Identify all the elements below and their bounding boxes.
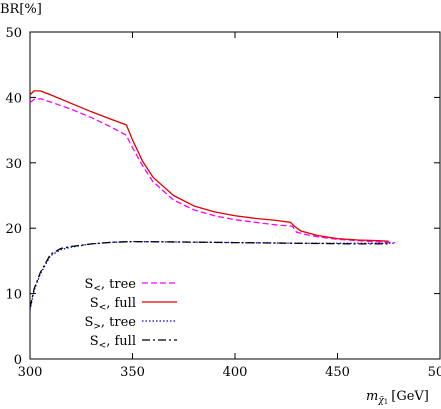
legend-label-2: S>, tree [84,315,136,332]
axis-tick-labels: 300 350 400 450 500 0 10 20 30 40 50 [5,26,441,380]
x-tick-label: 350 [120,365,145,380]
x-tick-label: 300 [18,365,43,380]
legend-label-rest: , full [106,296,136,311]
y-tick-label: 10 [5,288,22,303]
x-tick-label: 400 [223,365,248,380]
legend-label-sub: < [99,341,107,351]
series-line-0 [29,98,395,244]
legend-label-main: S [90,296,99,311]
x-axis-title-sub: χ̃ [377,395,384,406]
y-tick-label: 30 [5,157,22,172]
legend-label-sub: < [99,303,107,313]
x-axis-title-unit: [GeV] [391,389,429,404]
legend-label-main: S [90,334,99,349]
y-tick-label: 0 [14,353,22,368]
series-lines [29,90,395,311]
x-tick-label: 450 [325,365,350,380]
axis-ticks [29,31,441,360]
x-tick-label: 500 [428,365,441,380]
y-axis-title: BR[%] [0,2,42,17]
legend-label-sub: > [93,322,101,332]
series-line-1 [29,90,389,242]
legend-label-main: S [84,277,93,292]
legend-label-main: S [84,315,93,330]
legend-label-0: S<, tree [84,277,136,294]
legend-label-rest: , tree [101,315,136,330]
legend-label-rest: , tree [101,277,136,292]
y-tick-label: 40 [5,91,22,106]
legend-label-sub: < [93,284,101,294]
legend-label-rest: , full [106,334,136,349]
legend-label-1: S<, full [90,296,136,313]
x-axis-title-main: m [366,389,378,404]
series-line-3 [29,240,389,309]
x-axis-title: mχ̃1 [GeV] [366,389,429,406]
series-line-2 [29,240,395,311]
y-tick-label: 50 [5,26,22,41]
x-axis-title-subsub: 1 [384,398,388,406]
legend-label-3: S<, full [90,334,136,351]
y-tick-label: 20 [5,222,22,237]
